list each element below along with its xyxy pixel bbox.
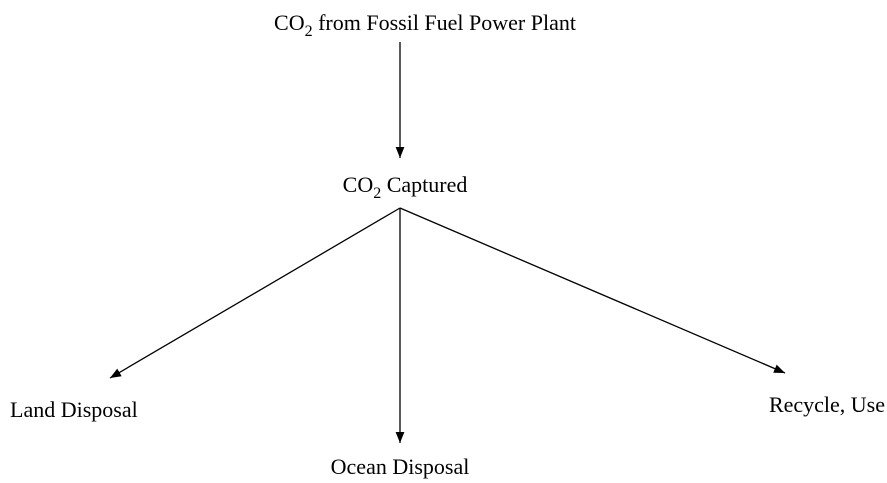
recycle-node: Recycle, Use: [769, 392, 885, 417]
arrow: [399, 207, 786, 374]
ocean-node: Ocean Disposal: [331, 454, 470, 479]
arrow: [109, 207, 401, 379]
source-node: CO2 from Fossil Fuel Power Plant: [274, 10, 576, 40]
captured-node: CO2 Captured: [343, 172, 468, 202]
land-node: Land Disposal: [10, 397, 138, 422]
